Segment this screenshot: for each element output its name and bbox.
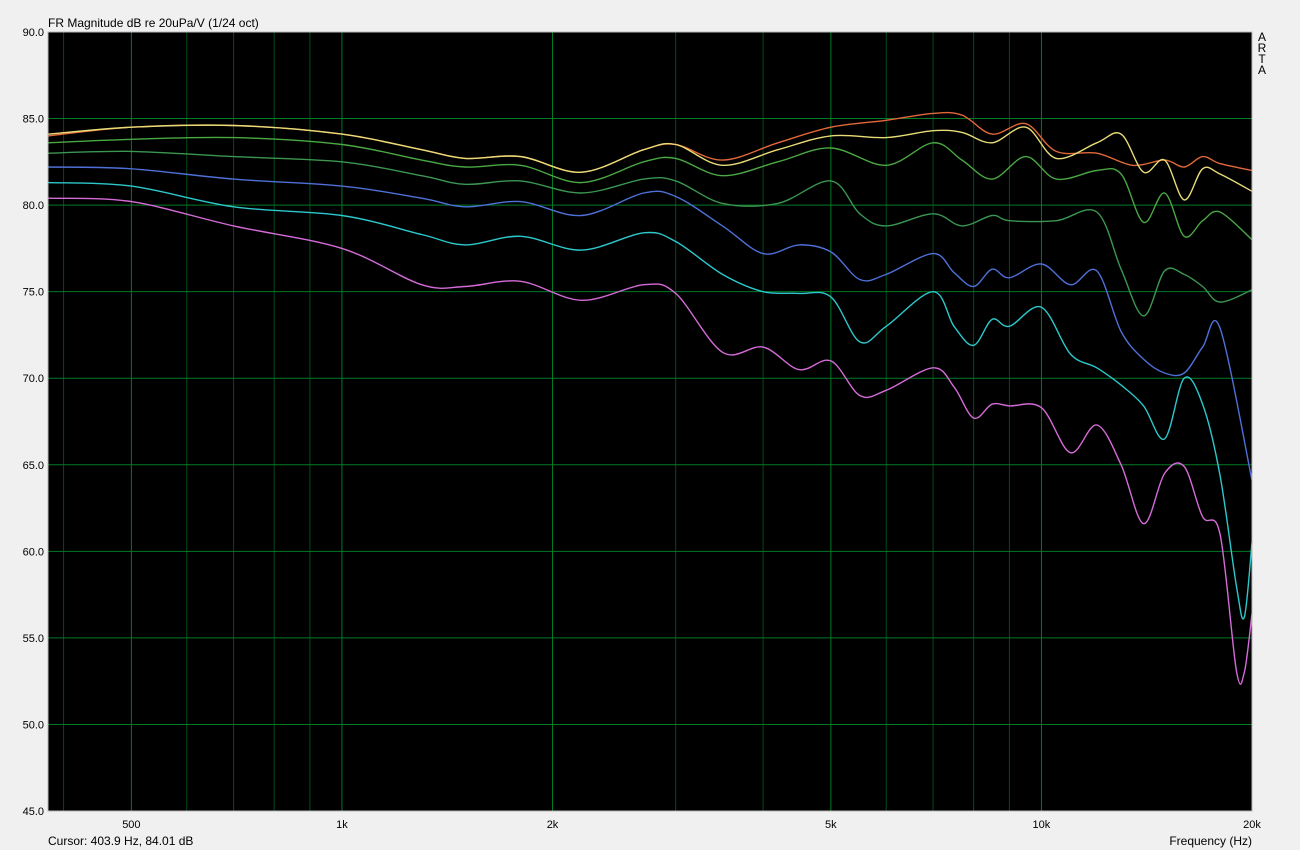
y-tick-label: 85.0	[23, 114, 44, 126]
y-tick-label: 55.0	[23, 633, 44, 645]
chart-title: FR Magnitude dB re 20uPa/V (1/24 oct)	[48, 16, 259, 30]
x-axis-ticks: 500 1k 2k 5k 10k 20k	[122, 819, 1261, 831]
y-tick-label: 90.0	[23, 27, 44, 39]
x-axis-label: Frequency (Hz)	[1169, 834, 1252, 848]
y-tick-label: 60.0	[23, 546, 44, 558]
y-axis-ticks: 90.0 85.0 80.0 75.0 70.0 65.0 60.0 55.0 50.0 45.0	[23, 27, 44, 818]
plot-frame	[47, 31, 1253, 812]
series-line	[47, 181, 1253, 620]
y-tick-label: 75.0	[23, 287, 44, 299]
y-tick-label: 65.0	[23, 460, 44, 472]
y-tick-label: 50.0	[23, 719, 44, 731]
series-line	[47, 150, 1253, 317]
x-tick-label: 500	[122, 819, 140, 831]
x-tick-label: 5k	[825, 819, 837, 831]
series-line	[47, 197, 1253, 685]
brand-letter: A	[1257, 63, 1266, 77]
brand-letter: T	[1258, 52, 1266, 66]
cursor-readout: Cursor: 403.9 Hz, 84.01 dB	[48, 834, 194, 848]
y-tick-label: 80.0	[23, 200, 44, 212]
series-line	[47, 166, 1253, 481]
grid-minor-lines	[63, 32, 1010, 811]
x-tick-label: 20k	[1243, 819, 1261, 831]
plot-area[interactable]	[48, 32, 1252, 811]
y-tick-label: 70.0	[23, 373, 44, 385]
arta-brand-label: A R T A	[1256, 30, 1268, 77]
x-tick-label: 1k	[336, 819, 348, 831]
y-tick-label: 45.0	[23, 806, 44, 818]
brand-letter: A	[1257, 30, 1266, 44]
series-line	[47, 124, 1253, 201]
brand-letter: R	[1257, 41, 1267, 55]
x-tick-label: 2k	[547, 819, 559, 831]
series-layer	[47, 111, 1253, 685]
x-tick-label: 10k	[1033, 819, 1051, 831]
series-line	[47, 136, 1253, 241]
